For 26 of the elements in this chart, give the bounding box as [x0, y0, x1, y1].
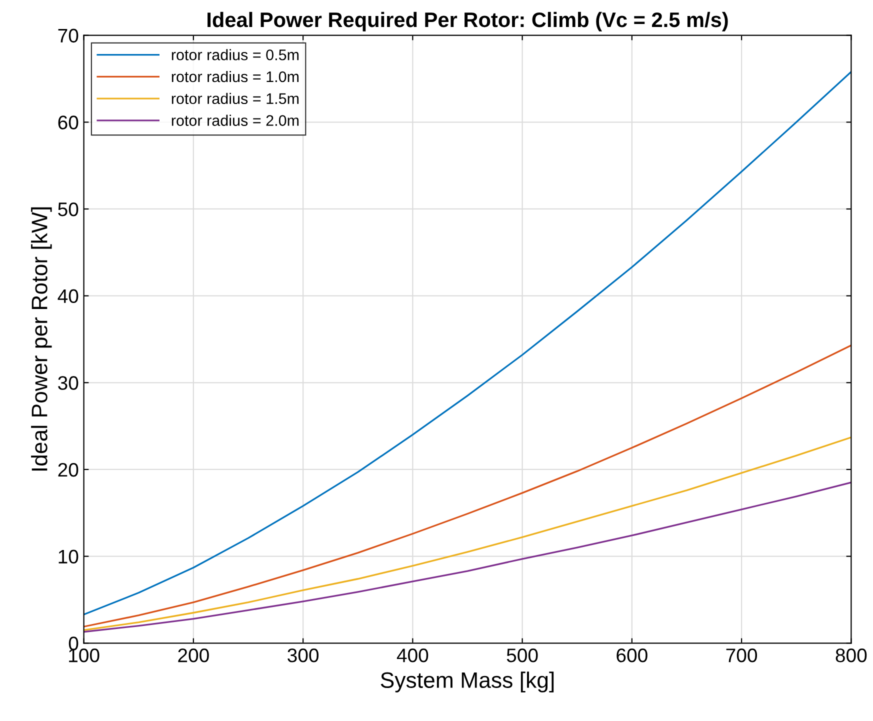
x-tick-label: 100	[69, 648, 100, 662]
x-axis-title: System Mass [kg]	[380, 672, 554, 692]
x-tick-label: 500	[506, 648, 538, 662]
legend-label: rotor radius = 1.5m	[172, 92, 299, 104]
line-series	[84, 436, 852, 631]
x-tick-label: 700	[726, 648, 758, 662]
y-tick-label: 10	[58, 550, 78, 564]
y-tick-label: 30	[58, 376, 78, 390]
legend-label: rotor radius = 0.5m	[172, 49, 299, 60]
legend-label: rotor radius = 1.0m	[172, 70, 299, 82]
legend-label: rotor radius = 2.0m	[172, 114, 299, 126]
x-tick-label: 800	[836, 648, 867, 662]
x-tick-label: 200	[178, 648, 209, 662]
y-tick-label: 60	[58, 116, 78, 130]
line-series	[84, 70, 852, 616]
y-axis-title: Ideal Power per Rotor [kW]	[31, 207, 52, 471]
y-tick-label: 70	[58, 28, 78, 43]
y-tick-label: 40	[58, 289, 78, 304]
chart-title: Ideal Power Required Per Rotor: Climb (Vc = 2.5 m/s)	[208, 12, 728, 32]
x-tick-label: 300	[288, 648, 319, 662]
x-tick-label: 400	[396, 648, 428, 662]
line-series	[84, 344, 852, 628]
y-tick-label: 20	[58, 462, 78, 477]
y-tick-label: 50	[58, 202, 78, 216]
x-tick-label: 600	[616, 648, 648, 662]
line-series	[84, 482, 852, 633]
